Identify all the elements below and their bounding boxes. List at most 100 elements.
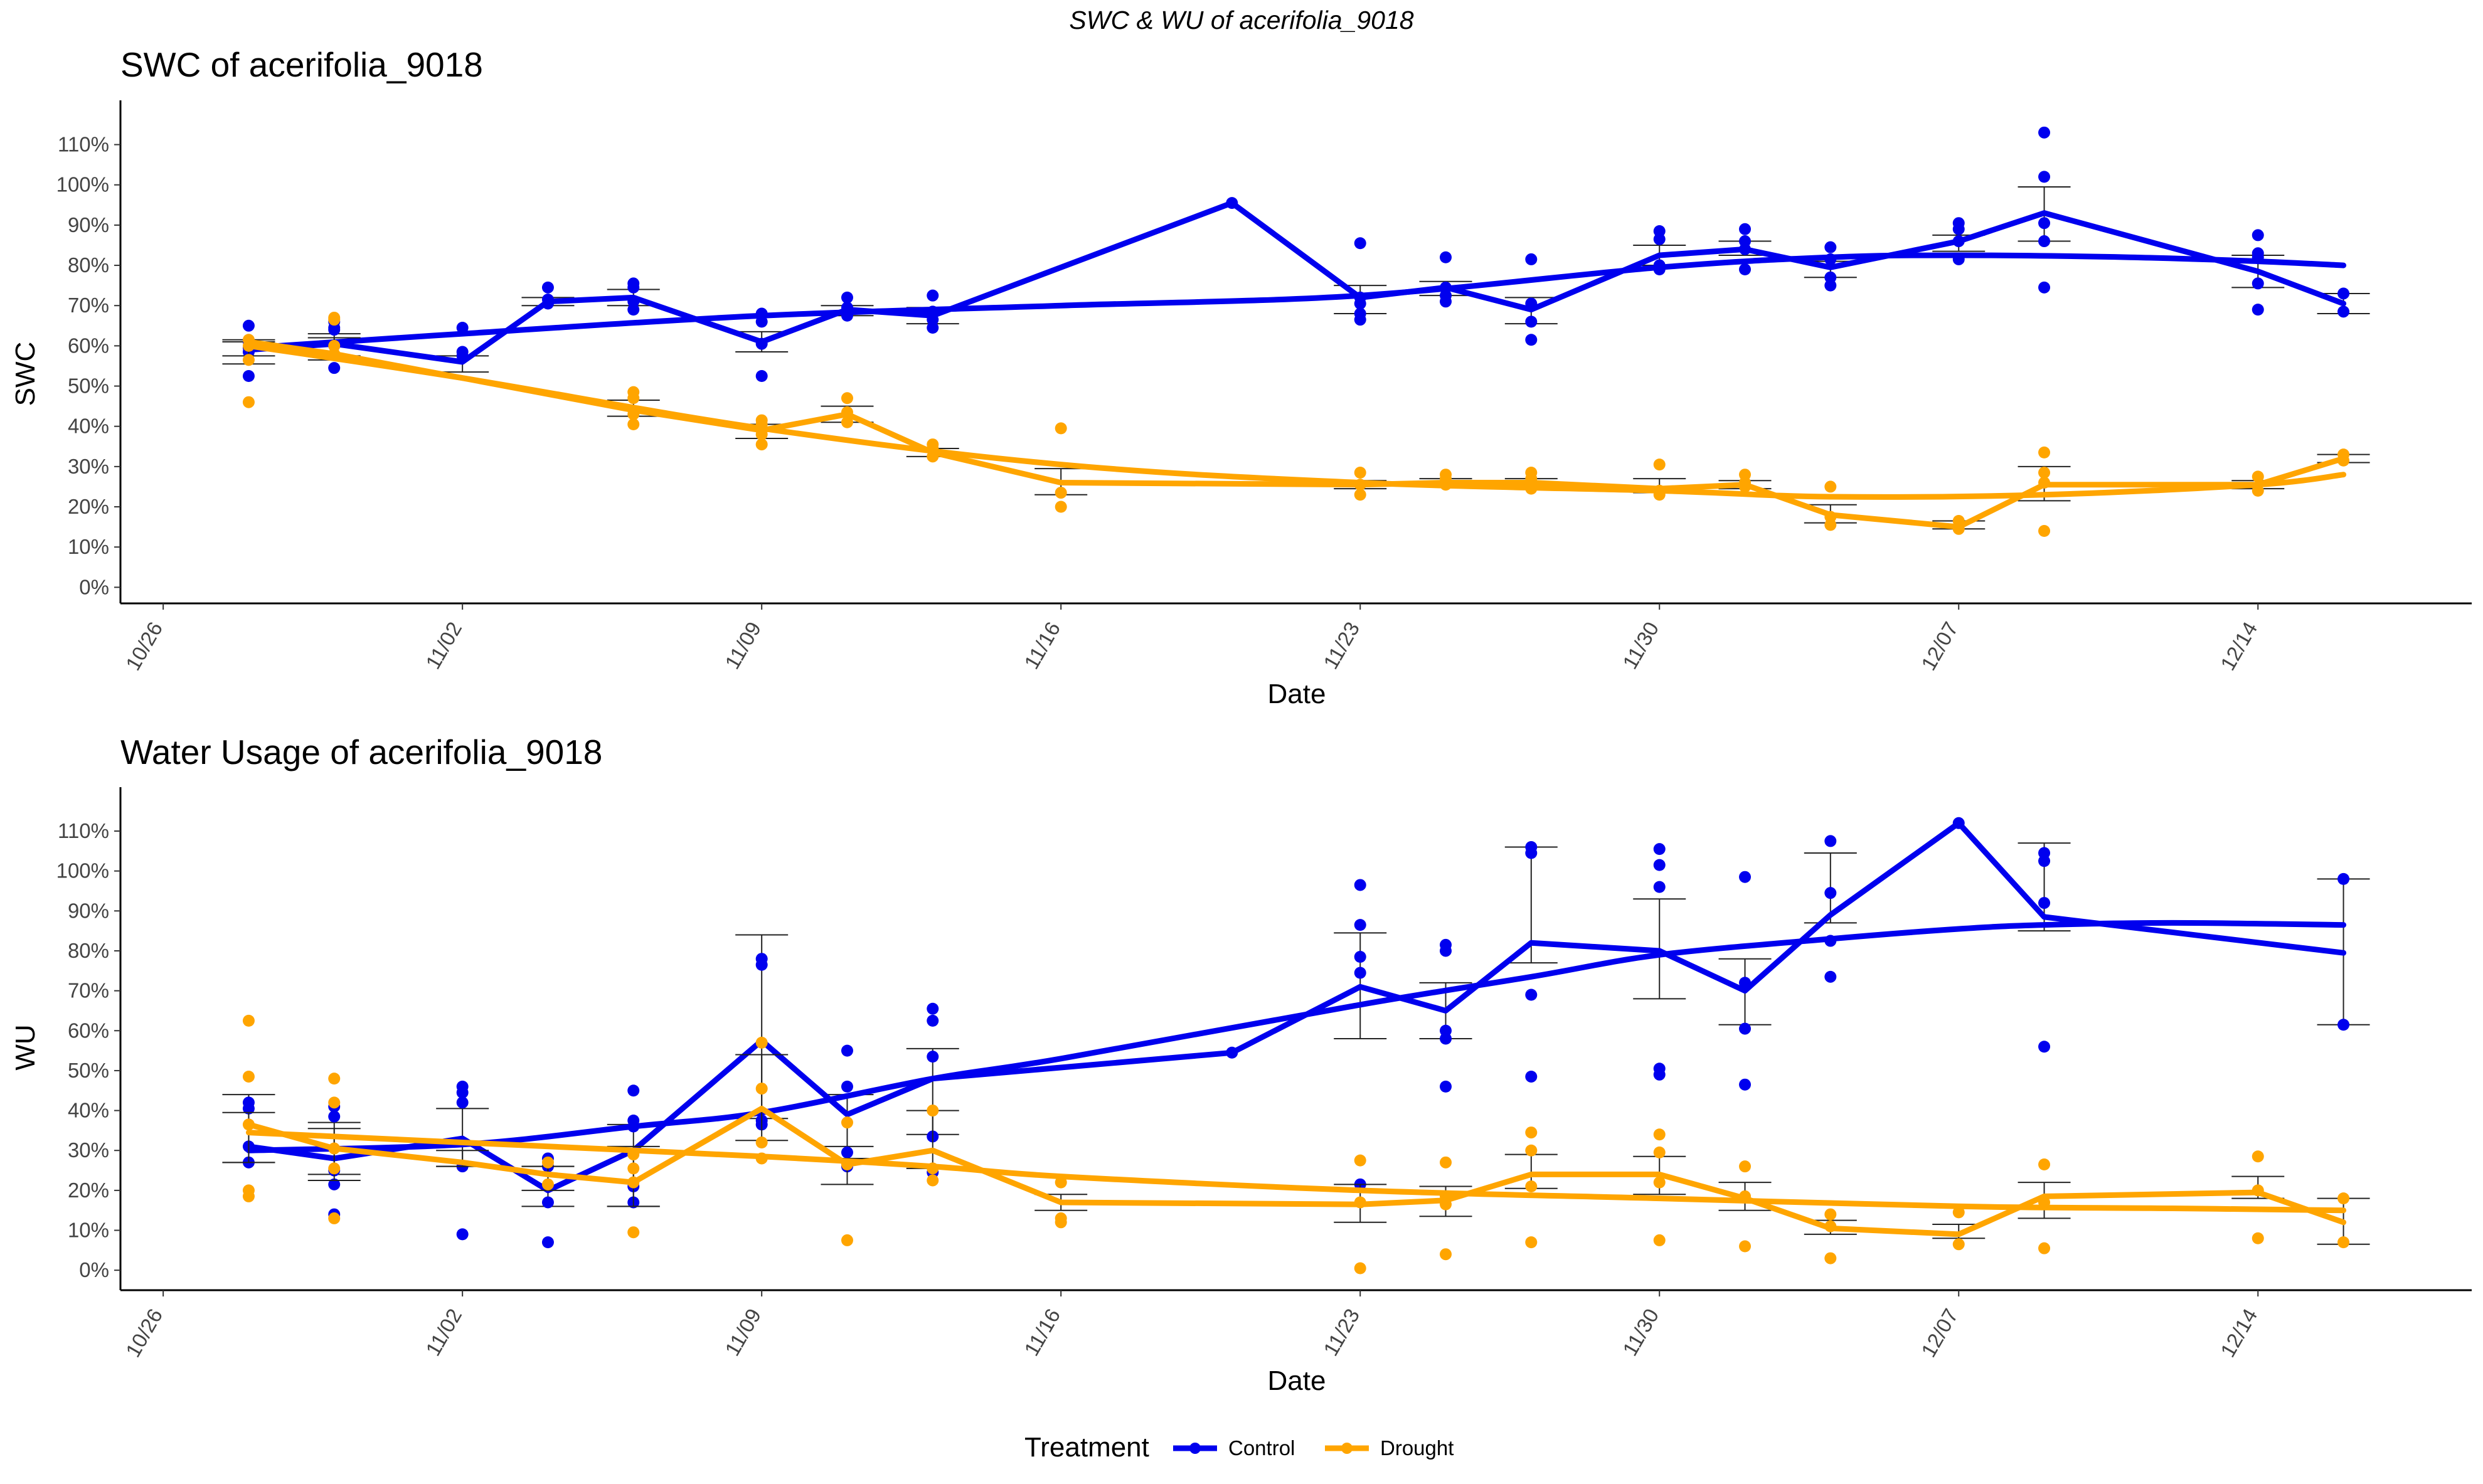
wu-point-drought — [1440, 1248, 1452, 1261]
wu-point-drought — [1055, 1216, 1067, 1229]
wu-y-axis-title: WU — [10, 1024, 41, 1070]
wu-point-drought — [2038, 1158, 2051, 1170]
wu-point-drought — [242, 1014, 255, 1027]
wu-point-control — [755, 958, 768, 971]
wu-point-drought — [927, 1174, 939, 1187]
wu-point-drought — [1952, 1238, 1965, 1251]
wu-point-drought — [1952, 1206, 1965, 1219]
wu-y-tick-label: 30% — [68, 1138, 109, 1162]
wu-point-drought — [2337, 1192, 2350, 1205]
wu-point-control — [2337, 872, 2350, 885]
wu-point-control — [328, 1178, 341, 1190]
swc-y-tick-label: 80% — [68, 253, 109, 277]
wu-y-tick-label: 70% — [68, 979, 109, 1002]
swc-point-drought — [1653, 458, 1666, 471]
wu-point-control — [242, 1102, 255, 1115]
wu-point-control — [927, 1014, 939, 1027]
wu-point-control — [1739, 1078, 1752, 1091]
swc-point-control — [328, 324, 341, 336]
legend-item-control: Control — [1173, 1436, 1295, 1460]
swc-point-drought — [1354, 489, 1366, 501]
swc-point-drought — [1055, 501, 1067, 513]
swc-y-tick-label: 50% — [68, 374, 109, 398]
wu-y-tick-label: 60% — [68, 1019, 109, 1042]
swc-y-axis-title: SWC — [10, 342, 41, 406]
wu-point-drought — [2038, 1242, 2051, 1254]
swc-point-drought — [627, 418, 640, 430]
swc-y-tick-label: 40% — [68, 415, 109, 438]
swc-point-control — [1952, 223, 1965, 235]
wu-point-drought — [1354, 1154, 1366, 1167]
wu-point-drought — [541, 1178, 554, 1190]
swc-point-control — [1354, 237, 1366, 250]
wu-point-drought — [1525, 1144, 1538, 1157]
wu-smooth-line-drought — [245, 1130, 2347, 1214]
swc-point-control — [2038, 126, 2051, 139]
swc-point-control — [1739, 223, 1752, 235]
wu-point-drought — [627, 1226, 640, 1239]
wu-point-control — [841, 1044, 853, 1057]
wu-point-control — [1525, 988, 1538, 1001]
swc-point-control — [1525, 334, 1538, 346]
swc-point-control — [1525, 253, 1538, 265]
wu-point-control — [1653, 843, 1666, 856]
wu-point-control — [1653, 859, 1666, 871]
wu-point-drought — [627, 1162, 640, 1175]
wu-x-axis-title: Date — [1268, 1365, 1326, 1396]
swc-point-drought — [1824, 519, 1837, 531]
swc-point-drought — [1055, 487, 1067, 499]
swc-point-drought — [242, 354, 255, 366]
legend-item-drought: Drought — [1325, 1436, 1454, 1460]
wu-point-drought — [242, 1190, 255, 1202]
wu-point-drought — [1653, 1146, 1666, 1158]
swc-smooth-line-drought — [245, 342, 2347, 500]
swc-point-control — [2337, 287, 2350, 300]
legend: Treatment Control Drought — [1024, 1432, 1454, 1463]
swc-y-tick-label: 70% — [68, 294, 109, 317]
wu-point-drought — [328, 1212, 341, 1224]
swc-point-drought — [2252, 484, 2264, 497]
wu-point-control — [1824, 887, 1837, 899]
wu-point-drought — [2252, 1150, 2264, 1163]
wu-point-drought — [2337, 1236, 2350, 1249]
swc-panel: SWC of acerifolia_9018 Date SWC 0% 10% 20%… — [10, 45, 2472, 709]
wu-point-drought — [1525, 1236, 1538, 1249]
wu-point-drought — [841, 1234, 853, 1246]
swc-smooth-line-control — [245, 252, 2347, 351]
swc-point-control — [242, 369, 255, 382]
swc-point-control — [927, 322, 939, 334]
swc-point-drought — [1354, 466, 1366, 479]
swc-panel-title: SWC of acerifolia_9018 — [120, 45, 483, 84]
swc-point-control — [2252, 304, 2264, 316]
swc-point-control — [1440, 295, 1452, 308]
wu-point-control — [1354, 967, 1366, 979]
swc-point-drought — [755, 438, 768, 451]
wu-point-drought — [927, 1105, 939, 1117]
swc-point-drought — [2038, 525, 2051, 538]
wu-mean-line-control — [245, 820, 2347, 1194]
swc-point-drought — [2252, 470, 2264, 483]
swc-point-control — [541, 281, 554, 294]
wu-point-drought — [1824, 1208, 1837, 1221]
wu-point-control — [2038, 855, 2051, 867]
swc-point-control — [2038, 171, 2051, 183]
wu-point-control — [1739, 871, 1752, 883]
legend-key-drought-dot — [1341, 1443, 1353, 1454]
swc-point-drought — [2038, 466, 2051, 479]
wu-point-control — [1440, 1032, 1452, 1045]
wu-point-control — [1653, 881, 1666, 893]
wu-point-control — [2337, 1019, 2350, 1031]
wu-mean-line-drought — [245, 1105, 2347, 1238]
wu-point-control — [841, 1146, 853, 1158]
swc-point-control — [1440, 251, 1452, 263]
wu-point-drought — [1525, 1180, 1538, 1193]
wu-point-control — [541, 1236, 554, 1249]
swc-point-drought — [1055, 422, 1067, 435]
swc-y-tick-label: 20% — [68, 495, 109, 518]
wu-point-drought — [1653, 1234, 1666, 1246]
wu-point-drought — [328, 1073, 341, 1085]
wu-point-control — [1739, 1022, 1752, 1035]
wu-point-drought — [1055, 1176, 1067, 1189]
swc-point-control — [627, 281, 640, 294]
